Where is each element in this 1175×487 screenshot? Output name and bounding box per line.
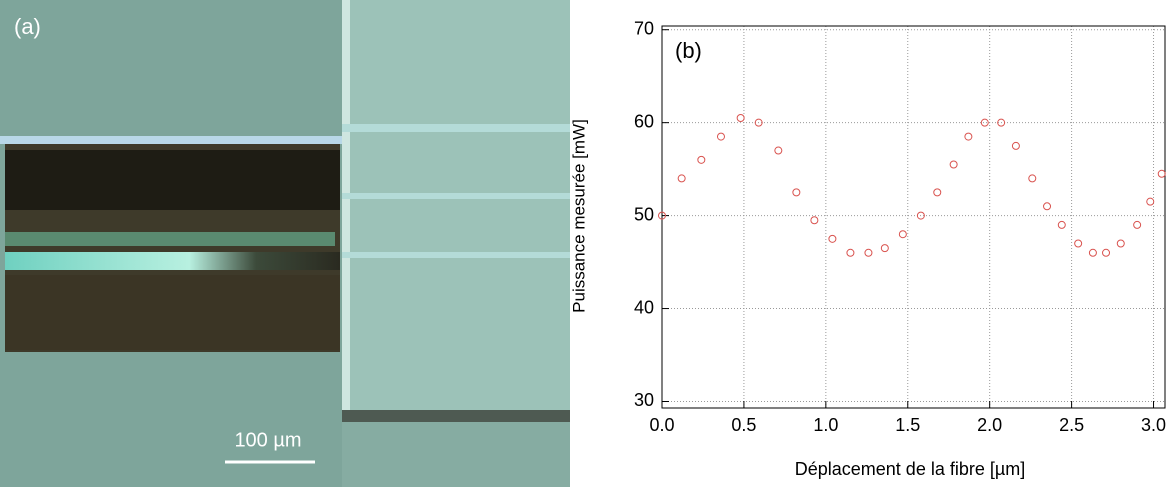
point [880,244,889,253]
x-tick-label: 0.0 [649,415,674,435]
point [980,118,989,127]
scale-bar-label: 100 µm [234,429,301,451]
x-tick-label: 1.0 [813,415,838,435]
point [949,160,958,169]
point [898,230,907,239]
x-axis-label: Déplacement de la fibre [µm] [795,459,1025,479]
x-tick-label: 2.0 [977,415,1002,435]
y-tick-label: 70 [634,18,654,38]
x-tick-label: 1.5 [895,415,920,435]
point [964,132,973,141]
point [697,155,706,164]
point [864,248,873,257]
point [1043,202,1052,211]
point [828,234,837,243]
photo: 100 µm (a) [0,0,570,487]
point [716,132,725,141]
y-tick-label: 60 [634,111,654,131]
point [677,174,686,183]
panel-label: (a) [14,14,41,39]
point [810,216,819,225]
point [658,211,666,220]
point [1074,239,1083,248]
y-axis-label: Puissance mesurée [mW] [569,119,588,313]
point [1102,248,1111,257]
point [916,211,925,220]
x-tick-label: 2.5 [1059,415,1084,435]
y-tick-label: 40 [634,297,654,317]
x-tick-label: 3.0 [1141,415,1166,435]
point [1146,197,1155,206]
point [1133,220,1142,229]
point [792,188,801,197]
point [736,114,745,123]
point [1028,174,1037,183]
point [1116,239,1125,248]
point [774,146,783,155]
point [754,118,763,127]
point [1088,248,1097,257]
point [846,248,855,257]
panel-label: (b) [675,38,702,63]
y-tick-label: 30 [634,390,654,410]
x-tick-label: 0.5 [731,415,756,435]
point [1011,141,1020,150]
point [997,118,1006,127]
y-tick-label: 50 [634,204,654,224]
point [1057,220,1066,229]
point [1157,169,1166,178]
plot-frame [661,25,1166,409]
point [933,188,942,197]
